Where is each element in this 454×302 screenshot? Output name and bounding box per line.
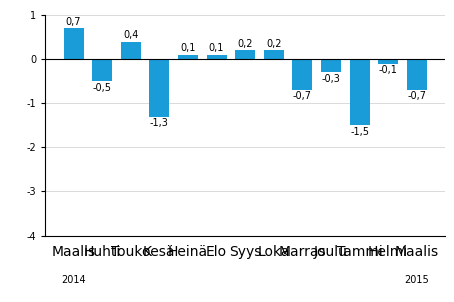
Bar <box>64 28 84 59</box>
Text: -0,3: -0,3 <box>321 74 340 84</box>
Text: 0,1: 0,1 <box>180 43 196 53</box>
Text: 0,4: 0,4 <box>123 30 138 40</box>
Text: -0,7: -0,7 <box>293 92 312 101</box>
Bar <box>264 50 284 59</box>
Bar <box>92 59 112 81</box>
Bar <box>178 55 198 59</box>
Text: 2014: 2014 <box>61 275 86 285</box>
Text: -0,5: -0,5 <box>93 82 112 92</box>
Bar <box>235 50 255 59</box>
Text: -0,1: -0,1 <box>379 65 398 75</box>
Bar <box>121 42 141 59</box>
Text: 0,2: 0,2 <box>237 39 253 49</box>
Text: 2015: 2015 <box>405 275 429 285</box>
Text: -1,3: -1,3 <box>150 118 169 128</box>
Bar <box>378 59 398 64</box>
Bar <box>350 59 370 125</box>
Bar <box>407 59 427 90</box>
Bar <box>149 59 169 117</box>
Text: 0,2: 0,2 <box>266 39 281 49</box>
Bar <box>321 59 341 72</box>
Text: -0,7: -0,7 <box>407 92 426 101</box>
Text: -1,5: -1,5 <box>350 127 369 137</box>
Bar <box>207 55 227 59</box>
Bar <box>292 59 312 90</box>
Text: 0,1: 0,1 <box>209 43 224 53</box>
Text: 0,7: 0,7 <box>66 17 81 27</box>
